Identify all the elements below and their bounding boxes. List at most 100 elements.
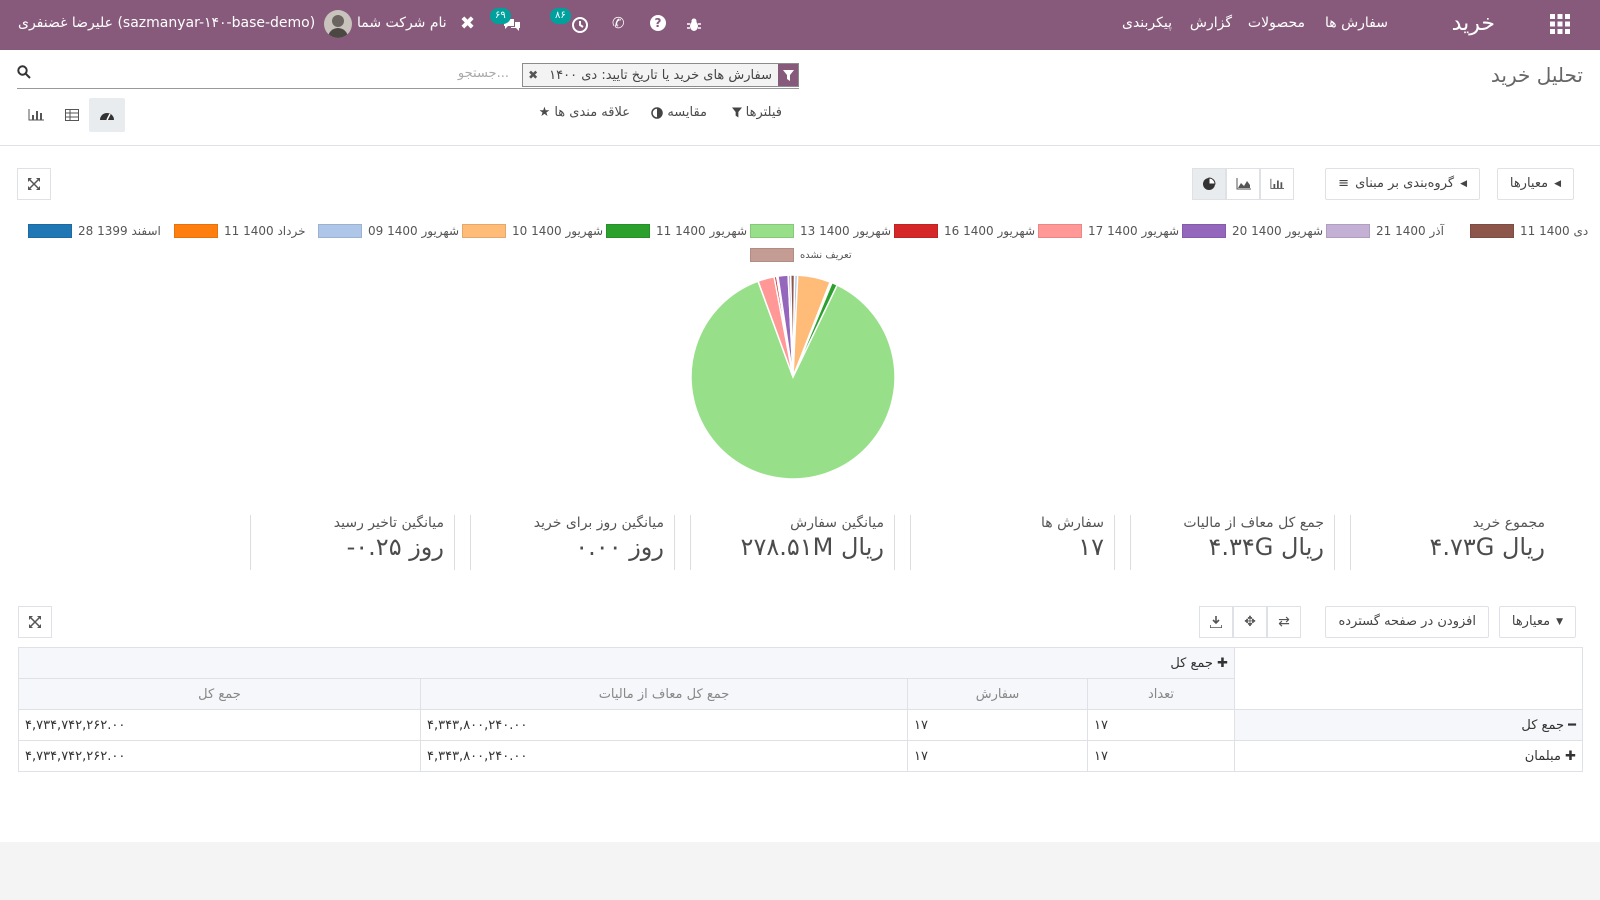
legend-item[interactable]: 11 دی 1400 <box>1470 224 1588 238</box>
legend-item[interactable]: 17 شهریور 1400 <box>1038 224 1179 238</box>
cell[interactable]: ۴,۷۳۴,۷۴۲,۲۶۲.۰۰ <box>18 740 421 772</box>
cell[interactable]: ۱۷ <box>907 709 1088 741</box>
pie-slice[interactable] <box>690 280 896 480</box>
user-menu[interactable]: علیرضا غضنفری (sazmanyar-۱۴۰-base-demo) <box>18 0 352 50</box>
legend-item[interactable]: 11 خرداد 1400 <box>174 224 306 238</box>
measure-header[interactable]: جمع کل <box>18 678 421 710</box>
pivot-measures-button[interactable]: معیارها ▼ <box>1498 606 1576 638</box>
legend-swatch <box>750 248 794 262</box>
kpi-card[interactable]: میانگین تاخیر رسید -۰.۲۵ روز <box>250 515 455 570</box>
menu-products[interactable]: محصولات <box>1247 15 1305 31</box>
search-icon[interactable] <box>17 65 31 83</box>
close-icon[interactable]: ✖ <box>528 68 539 82</box>
star-icon: ★ <box>538 105 551 120</box>
legend-item[interactable]: تعریف نشده <box>750 248 852 262</box>
legend-label: 20 شهریور 1400 <box>1232 224 1323 238</box>
pivot-col-header[interactable]: ✚ جمع کل <box>18 647 1235 679</box>
filters-button[interactable]: فیلترها <box>731 105 782 120</box>
search-bar[interactable]: جستجو... سفارش های خرید یا تاریخ تایید: … <box>17 60 799 89</box>
graph-view-button[interactable] <box>18 98 54 132</box>
row-header-furniture[interactable]: ✚ مبلمان <box>1234 740 1583 772</box>
phone-icon[interactable]: ✆ <box>612 14 625 32</box>
pie-chart-icon <box>1203 177 1216 190</box>
app-title[interactable]: خرید <box>1451 11 1495 36</box>
cell[interactable]: ۱۷ <box>1087 709 1235 741</box>
clock-icon[interactable] <box>572 0 588 50</box>
plus-icon: ✚ <box>1217 655 1228 671</box>
user-name: علیرضا غضنفری (sazmanyar-۱۴۰-base-demo) <box>18 15 316 31</box>
search-input[interactable]: جستجو... <box>457 66 509 81</box>
legend-item[interactable]: 16 شهریور 1400 <box>894 224 1035 238</box>
favorites-button[interactable]: ★ علاقه مندی ها <box>539 105 630 120</box>
legend-label: 16 شهریور 1400 <box>944 224 1035 238</box>
kpi-value: -۰.۲۵ روز <box>346 533 444 561</box>
cell[interactable]: ۱۷ <box>1087 740 1235 772</box>
download-icon <box>1210 616 1222 628</box>
help-icon[interactable]: ? <box>650 0 666 50</box>
legend-label: 11 دی 1400 <box>1520 224 1589 238</box>
activity-badge: ۸۶ <box>550 8 571 24</box>
legend-label: 28 اسفند 1399 <box>78 224 161 238</box>
pivot-col-header-label: جمع کل <box>1170 655 1213 671</box>
kpi-label: سفارش ها <box>1040 515 1104 531</box>
legend-item[interactable]: 11 شهریور 1400 <box>606 224 747 238</box>
favorites-label: علاقه مندی ها <box>554 105 630 120</box>
kpi-card[interactable]: سفارش ها ۱۷ <box>910 515 1115 570</box>
flip-axis-button[interactable]: ⇄ <box>1267 606 1301 638</box>
filter-icon <box>778 64 798 86</box>
kpi-card[interactable]: مجموع خرید ۴.۷۳G ریال <box>1350 515 1555 570</box>
compare-button[interactable]: مقایسه <box>651 105 707 120</box>
line-chart-button[interactable] <box>1226 168 1260 200</box>
legend-label: 09 شهریور 1400 <box>368 224 459 238</box>
legend-item[interactable]: 21 آذر 1400 <box>1326 224 1444 238</box>
row-header-total[interactable]: ━ جمع کل <box>1234 709 1583 741</box>
expand-all-button[interactable]: ✥ <box>1233 606 1267 638</box>
kpi-card[interactable]: میانگین روز برای خرید ۰.۰۰ روز <box>470 515 675 570</box>
insert-spreadsheet-button[interactable]: افزودن در صفحه گسترده <box>1325 606 1489 638</box>
apps-icon[interactable] <box>1550 0 1570 50</box>
compare-label: مقایسه <box>667 105 707 120</box>
kpi-card[interactable]: میانگین سفارش ۲۷۸.۵۱M ریال <box>690 515 895 570</box>
bar-chart-icon <box>28 109 44 121</box>
half-circle-icon <box>651 106 664 119</box>
dashboard-icon <box>100 113 114 121</box>
company-switcher[interactable]: نام شرکت شما <box>357 15 447 31</box>
legend-item[interactable]: 09 شهریور 1400 <box>318 224 459 238</box>
pivot-measures-label: معیارها <box>1511 614 1551 629</box>
expand-graph-button[interactable] <box>17 168 51 200</box>
menu-orders[interactable]: سفارش ها <box>1324 15 1388 31</box>
measure-header[interactable]: سفارش <box>907 678 1088 710</box>
legend-item[interactable]: 13 شهریور 1400 <box>750 224 891 238</box>
legend-item[interactable]: 20 شهریور 1400 <box>1182 224 1323 238</box>
measure-header[interactable]: تعداد <box>1087 678 1235 710</box>
legend-item[interactable]: 10 شهریور 1400 <box>462 224 603 238</box>
dashboard-view-button[interactable] <box>89 98 125 132</box>
arrows-icon: ✥ <box>1244 614 1256 630</box>
pie-slice[interactable] <box>789 274 796 378</box>
legend-item[interactable]: 28 اسفند 1399 <box>28 224 161 238</box>
tools-icon[interactable]: ✖ <box>460 13 476 34</box>
cell[interactable]: ۴,۳۴۳,۸۰۰,۲۴۰.۰۰ <box>420 709 908 741</box>
bar-chart-button[interactable] <box>1260 168 1294 200</box>
cell[interactable]: ۱۷ <box>907 740 1088 772</box>
groupby-button[interactable]: ≡ گروه‌بندی بر مبنای ◀ <box>1325 168 1480 200</box>
expand-pivot-button[interactable] <box>18 606 52 638</box>
pie-chart-button[interactable] <box>1192 168 1226 200</box>
top-navbar: خرید سفارش ها محصولات گزارش پیکربندی علی… <box>0 0 1600 50</box>
pivot-view-button[interactable] <box>54 98 90 132</box>
cell[interactable]: ۴,۷۳۴,۷۴۲,۲۶۲.۰۰ <box>18 709 421 741</box>
graph-measures-button[interactable]: معیارها ◀ <box>1496 168 1574 200</box>
kpi-label: میانگین سفارش <box>790 515 884 531</box>
bug-icon[interactable] <box>686 0 702 50</box>
caret-left-icon: ◀ <box>1460 179 1467 189</box>
cell[interactable]: ۴,۳۴۳,۸۰۰,۲۴۰.۰۰ <box>420 740 908 772</box>
menu-reporting[interactable]: گزارش <box>1189 15 1232 31</box>
expand-icon <box>28 178 40 190</box>
main-content: تحلیل خرید جستجو... سفارش های خرید یا تا… <box>0 50 1600 842</box>
messages-badge: ۶۹ <box>490 8 511 24</box>
kpi-card[interactable]: جمع کل معاف از مالیات ۴.۳۴G ریال <box>1130 515 1335 570</box>
measure-header[interactable]: جمع کل معاف از مالیات <box>420 678 908 710</box>
pivot-table: ✚ جمع کل تعداد سفارش جمع کل معاف از مالی… <box>18 647 1583 772</box>
menu-configuration[interactable]: پیکربندی <box>1121 15 1172 31</box>
download-button[interactable] <box>1199 606 1233 638</box>
